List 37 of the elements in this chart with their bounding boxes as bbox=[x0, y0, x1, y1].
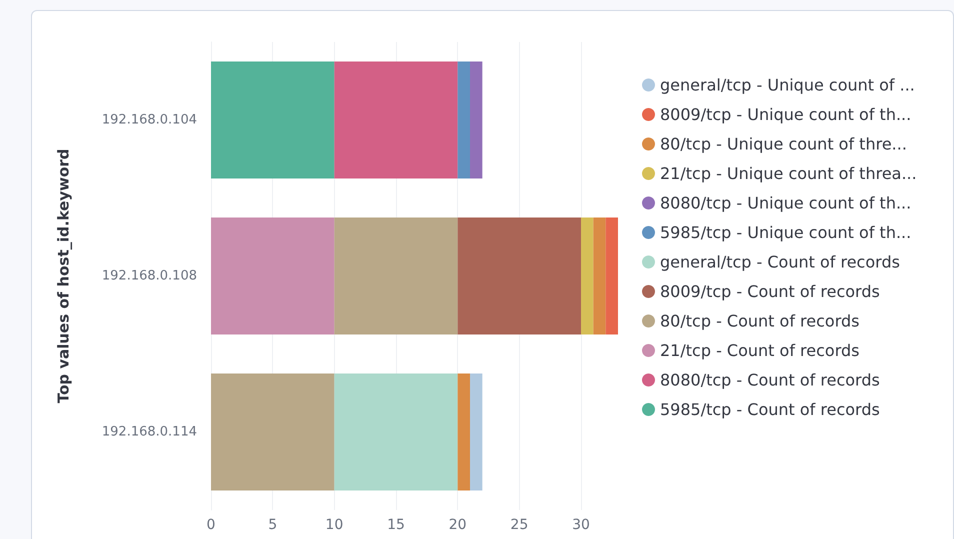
bar bbox=[458, 374, 470, 490]
bar bbox=[334, 218, 458, 334]
legend-label: 5985/tcp - Count of records bbox=[660, 400, 880, 419]
bar bbox=[211, 62, 334, 178]
legend-label: 80/tcp - Unique count of thre... bbox=[660, 134, 907, 154]
legend-label: general/tcp - Count of records bbox=[660, 252, 900, 272]
legend-label: 21/tcp - Count of records bbox=[660, 341, 860, 360]
bar bbox=[470, 62, 482, 178]
legend-label: general/tcp - Unique count of ... bbox=[660, 76, 915, 94]
bar bbox=[606, 218, 618, 334]
legend-label: 80/tcp - Count of records bbox=[660, 312, 860, 330]
legend-label: 8009/tcp - Unique count of th... bbox=[660, 105, 912, 124]
y-tick-label: 192.168.0.104 bbox=[102, 112, 197, 128]
x-tick-label: 25 bbox=[510, 517, 528, 533]
x-tick-label: 0 bbox=[206, 517, 216, 533]
legend-label: 8009/tcp - Count of records bbox=[660, 282, 880, 301]
bar bbox=[458, 62, 470, 178]
x-tick-label: 30 bbox=[572, 517, 590, 533]
bar bbox=[334, 374, 458, 490]
bar bbox=[211, 218, 334, 334]
y-tick-label: 192.168.0.108 bbox=[102, 268, 197, 284]
x-tick-label: 15 bbox=[387, 517, 405, 533]
y-axis-title: Top values of host_id.keyword bbox=[54, 148, 72, 404]
legend-label: 21/tcp - Unique count of threa... bbox=[660, 164, 917, 183]
bar bbox=[593, 218, 606, 334]
bar bbox=[334, 62, 458, 178]
legend-label: 8080/tcp - Count of records bbox=[660, 370, 880, 390]
y-tick-label: 192.168.0.114 bbox=[102, 424, 197, 440]
bar bbox=[458, 218, 581, 334]
legend-label: 5985/tcp - Unique count of th... bbox=[660, 223, 912, 242]
bar bbox=[581, 218, 594, 334]
x-tick-label: 20 bbox=[448, 517, 467, 533]
x-tick-label: 10 bbox=[325, 517, 344, 533]
legend-label: 8080/tcp - Unique count of th... bbox=[660, 194, 912, 212]
x-tick-label: 5 bbox=[268, 517, 278, 533]
bar bbox=[470, 374, 482, 490]
bar bbox=[211, 374, 334, 490]
